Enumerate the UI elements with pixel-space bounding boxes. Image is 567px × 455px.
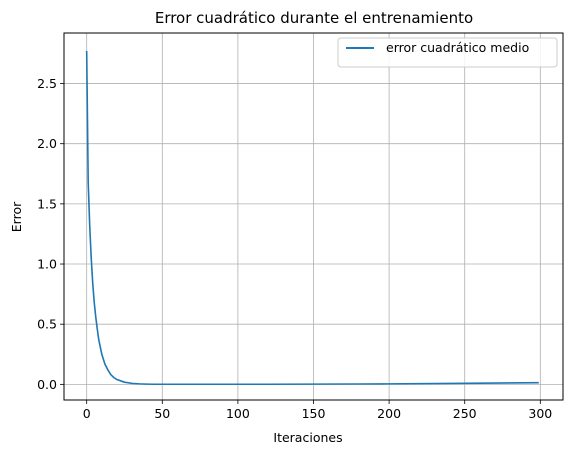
y-tick-label: 0.0 (37, 377, 57, 392)
x-tick-label: 100 (226, 406, 250, 421)
chart-title: Error cuadrático durante el entrenamient… (155, 9, 473, 27)
legend: error cuadrático medio (337, 37, 558, 68)
axis-ticks: 0 50 100 150 200 250 300 0.0 0.5 1.0 1.5 2.0 2.5 (37, 76, 552, 421)
x-tick-label: 0 (83, 406, 91, 421)
y-tick-label: 2.5 (37, 76, 57, 91)
y-tick-label: 2.0 (37, 136, 57, 151)
legend-label: error cuadrático medio (386, 40, 529, 55)
x-tick-label: 50 (154, 406, 170, 421)
y-axis-label: Error (9, 201, 24, 232)
x-tick-label: 300 (528, 406, 552, 421)
legend-box (337, 37, 558, 68)
y-tick-label: 1.0 (37, 257, 57, 272)
x-tick-label: 150 (302, 406, 326, 421)
grid (64, 33, 563, 400)
x-tick-label: 250 (453, 406, 477, 421)
series-line (85, 51, 539, 386)
y-tick-label: 0.5 (37, 317, 57, 332)
y-tick-label: 1.5 (37, 196, 57, 211)
x-axis-label: Iteraciones (273, 430, 342, 445)
plot-area (85, 51, 539, 386)
x-tick-label: 200 (377, 406, 401, 421)
